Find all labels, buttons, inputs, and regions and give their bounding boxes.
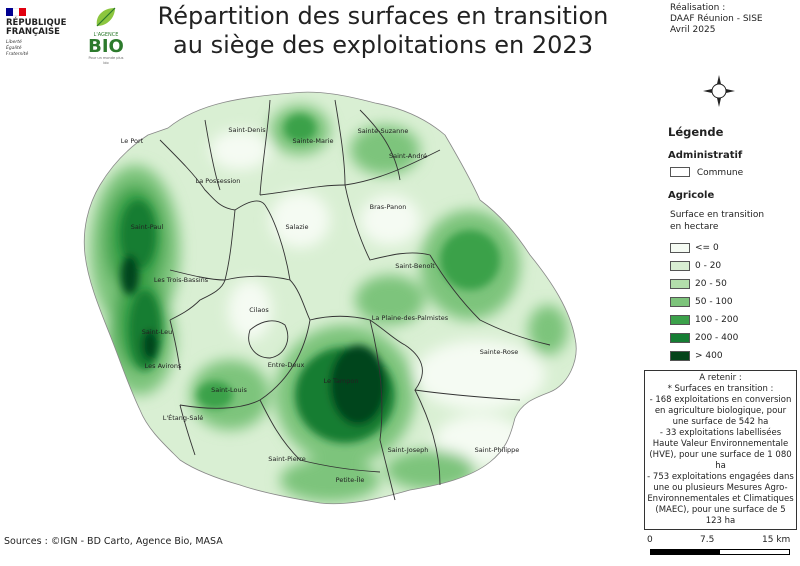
legend-commune-item: Commune [670, 167, 743, 178]
label-saint-philippe: Saint-Philippe [475, 446, 520, 454]
label-saint-joseph: Saint-Joseph [388, 446, 429, 454]
legend-class-row: > 400 [670, 347, 738, 365]
note-subtitle: * Surfaces en transition : [667, 384, 774, 394]
legend-classes: <= 0 0 - 20 20 - 50 50 - 100 100 - 200 200 - … [670, 239, 738, 365]
label-le-tampon: Le Tampon [323, 377, 358, 385]
label-saint-denis: Saint-Denis [228, 126, 266, 134]
legend-class-label: 200 - 400 [695, 333, 739, 343]
note-box: A retenir : * Surfaces en transition : -… [644, 370, 797, 530]
credit-block: Réalisation : DAAF Réunion - SISE Avril … [670, 3, 763, 36]
agence-bio-logo: L'AGENCE BIO Pour un monde plus bio [86, 6, 126, 70]
label-sainte-rose: Sainte-Rose [480, 348, 519, 356]
legend-class-swatch [670, 279, 690, 289]
label-sainte-marie: Sainte-Marie [293, 137, 334, 145]
note-title: A retenir : [699, 373, 742, 383]
legend-class-swatch [670, 351, 690, 361]
legend-class-label: 50 - 100 [695, 297, 733, 307]
rf-name-line1: RÉPUBLIQUE [6, 18, 67, 28]
rf-motto-egalite: Égalité [6, 46, 22, 51]
legend-title: Légende [668, 125, 724, 139]
reunion-map: Saint-Denis Sainte-Marie Sainte-Suzanne … [83, 91, 577, 505]
commune-borders [159, 99, 551, 501]
label-cilaos: Cilaos [249, 306, 269, 314]
rf-motto: Liberté Égalité Fraternité [6, 40, 76, 58]
legend-admin-section: Administratif [668, 150, 743, 161]
legend-class-swatch [670, 297, 690, 307]
label-entre-deux: Entre-Deux [268, 361, 305, 369]
legend-class-swatch [670, 243, 690, 253]
note-item-2: - 33 exploitations labellisées Haute Val… [649, 428, 792, 471]
surface-label-line2: en hectare [670, 222, 719, 232]
bio-logo-line2: BIO [88, 36, 124, 57]
label-sainte-suzanne: Sainte-Suzanne [358, 127, 409, 135]
sources-text: Sources : ©IGN - BD Carto, Agence Bio, M… [4, 536, 223, 547]
leaf-icon [96, 7, 116, 27]
note-item-3: - 753 exploitations engagées dans une ou… [647, 472, 794, 526]
label-petite-ile: Petite-Île [336, 475, 365, 484]
label-saint-andre: Saint-André [389, 152, 427, 160]
legend-commune-label: Commune [696, 167, 744, 178]
bio-logo-tagline: Pour un monde plus bio [88, 56, 124, 65]
scale-label-mid: 7.5 [700, 535, 715, 545]
label-saint-benoit: Saint-Benoît [395, 262, 435, 270]
label-bras-panon: Bras-Panon [370, 203, 407, 211]
scale-bar-white [720, 550, 789, 554]
map-title-line2: au siège des exploitations en 2023 [173, 31, 593, 59]
rf-motto-fraternite: Fraternité [6, 52, 29, 57]
map-title-line1: Répartition des surfaces en transition [157, 2, 609, 30]
legend-surface-label: Surface en transition en hectare [670, 209, 764, 233]
legend-class-label: 20 - 50 [695, 279, 727, 289]
legend-class-label: 0 - 20 [695, 261, 722, 271]
republique-francaise-logo: RÉPUBLIQUE FRANÇAISE Liberté Égalité Fra… [6, 8, 76, 58]
credit-line3: Avril 2025 [670, 25, 716, 35]
label-la-possession: La Possession [196, 177, 241, 185]
legend-class-label: 100 - 200 [695, 315, 739, 325]
legend-class-label: <= 0 [695, 243, 719, 253]
label-l-etang-sale: L'Étang-Salé [163, 413, 204, 422]
bio-logo-line1: L'AGENCE [93, 32, 119, 38]
legend-agri-section: Agricole [668, 190, 715, 201]
commune-swatch [670, 167, 690, 177]
label-les-avirons: Les Avirons [145, 362, 182, 370]
label-salazie: Salazie [285, 223, 308, 231]
north-arrow-icon [702, 74, 736, 112]
legend-class-swatch [670, 261, 690, 271]
label-saint-louis: Saint-Louis [211, 386, 247, 394]
label-les-trois-bassins: Les Trois-Bassins [154, 276, 209, 284]
legend-class-swatch [670, 333, 690, 343]
surface-label-line1: Surface en transition [670, 210, 765, 220]
label-le-port: Le Port [121, 137, 144, 145]
credit-line1: Réalisation : [670, 3, 726, 13]
scale-bar-black [651, 550, 720, 554]
legend-class-row: 100 - 200 [670, 311, 738, 329]
scale-label-zero: 0 [647, 535, 653, 545]
legend-class-row: 200 - 400 [670, 329, 738, 347]
legend-class-row: 50 - 100 [670, 293, 738, 311]
scale-bar [650, 549, 790, 555]
rf-motto-liberte: Liberté [6, 40, 22, 45]
legend-class-row: 20 - 50 [670, 275, 738, 293]
legend-class-swatch [670, 315, 690, 325]
note-item-1: - 168 exploitations en conversion en agr… [649, 395, 792, 427]
legend-class-row: <= 0 [670, 239, 738, 257]
label-saint-leu: Saint-Leu [142, 328, 173, 336]
legend-class-row: 0 - 20 [670, 257, 738, 275]
label-la-plaine-des-palmistes: La Plaine-des-Palmistes [372, 314, 449, 322]
label-saint-pierre: Saint-Pierre [268, 455, 306, 463]
label-saint-paul: Saint-Paul [131, 223, 164, 231]
commune-labels: Saint-Denis Sainte-Marie Sainte-Suzanne … [121, 126, 520, 484]
legend-class-label: > 400 [695, 351, 723, 361]
credit-line2: DAAF Réunion - SISE [670, 14, 763, 24]
french-flag-icon [6, 8, 27, 16]
map-area[interactable]: Saint-Denis Sainte-Marie Sainte-Suzanne … [0, 80, 643, 530]
scale-label-max: 15 km [762, 535, 791, 545]
rf-name-line2: FRANÇAISE [6, 27, 60, 37]
map-title: Répartition des surfaces en transition a… [128, 2, 638, 60]
